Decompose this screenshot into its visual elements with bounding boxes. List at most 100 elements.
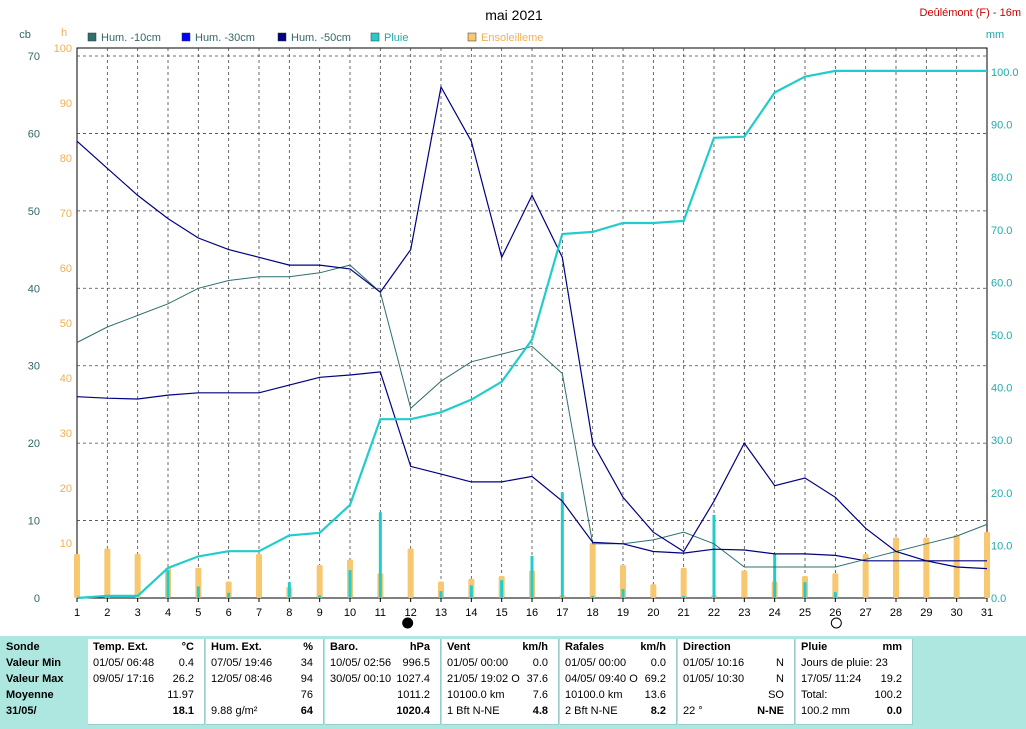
mm-tick-10.0: 10.0 [991,540,1012,552]
vent-cell: Vent km/h 01/05/ 00:00 0.0 21/05/ 19:02 O 3… [442,639,559,725]
pluie-total-label: Total: [801,689,828,701]
mm-tick-100.0: 100.0 [991,67,1019,79]
rain-bar-11 [378,512,382,598]
x-tick-20: 20 [647,607,659,619]
sun-bar-23 [741,570,748,598]
rain-bar-25 [803,582,807,598]
cb-tick-70: 70 [28,51,40,63]
temp-max: 26.2 [172,673,194,685]
rafales-bft: 2 Bft N-NE [565,705,618,717]
x-tick-21: 21 [678,607,690,619]
hum-max: 94 [300,673,313,685]
pluie-head: Pluie [801,641,828,653]
sun-bar-27 [862,554,869,598]
pluie-cell: Pluie mm Jours de pluie: 23 17/05/ 11:24 1… [796,639,913,725]
rain-bar-8 [287,582,291,598]
direction-max-time: 01/05/ 10:30 [683,673,745,685]
rafales-min-time: 01/05/ 00:00 [565,657,627,669]
x-tick-15: 15 [496,607,508,619]
x-tick-22: 22 [708,607,720,619]
mm-tick-20.0: 20.0 [991,488,1012,500]
hum-last: 64 [300,705,313,717]
hum-head: Hum. Ext. [211,641,262,653]
baro-head: Baro. [330,641,359,653]
rain-bar-15 [500,580,504,598]
mm-tick-30.0: 30.0 [991,435,1012,447]
x-tick-31: 31 [981,607,993,619]
sun-bar-3 [134,554,141,598]
hum-unit: % [303,641,313,653]
summary-panel: Sonde Valeur Min Valeur Max Moyenne 31/0… [0,636,1026,729]
vent-unit: km/h [522,641,548,653]
label-min: Valeur Min [6,657,62,669]
h-tick-20: 20 [60,483,72,495]
legend-swatch-0 [87,32,97,42]
pluie-last: 0.0 [886,705,902,717]
cb-tick-60: 60 [28,128,40,140]
sun-bar-29 [923,537,930,598]
plot-frame [76,47,988,599]
cb-tick-10: 10 [28,516,40,528]
rafales-min: 0.0 [650,657,666,669]
baro-cell: Baro. hPa 10/05/ 02:56 996.5 30/05/ 00:10 1… [325,639,441,725]
temp-min-time: 01/05/ 06:48 [93,657,155,669]
rafales-unit: km/h [640,641,666,653]
cb-tick-30: 30 [28,361,40,373]
rafales-max-time: 04/05/ 09:40 O [565,673,638,685]
mm-tick-0.0: 0.0 [991,593,1006,605]
left-axis-unit: cb [19,29,31,41]
pluie-max-time: 17/05/ 11:24 [801,673,862,685]
x-tick-12: 12 [405,607,417,619]
h-tick-40: 40 [60,373,72,385]
rain-bar-14 [469,585,473,598]
sun-bar-20 [650,584,657,598]
h-tick-50: 50 [60,318,72,330]
cb-tick-50: 50 [28,206,40,218]
direction-head: Direction [683,641,731,653]
temp-min: 0.4 [178,657,194,669]
pluie-total: 100.2 [874,689,902,701]
baro-avg: 1011.2 [397,689,430,701]
h-tick-70: 70 [60,208,72,220]
vent-min-time: 01/05/ 00:00 [447,657,509,669]
x-tick-18: 18 [587,607,599,619]
pluie-days: Jours de pluie: 23 [801,657,888,669]
legend-swatch-3 [370,32,380,42]
rafales-avg: 13.6 [644,689,666,701]
hum-min-time: 07/05/ 19:46 [211,657,273,669]
h-tick-60: 60 [60,263,72,275]
rain-bar-4 [166,570,170,598]
x-tick-13: 13 [435,607,447,619]
vent-max: 37.6 [526,673,548,685]
label-date: 31/05/ [6,705,37,717]
baro-unit: hPa [409,641,430,653]
x-tick-19: 19 [617,607,629,619]
sun-bar-31 [984,532,990,598]
pluie-mm: 100.2 mm [801,705,850,717]
rain-bar-5 [196,586,200,598]
x-tick-5: 5 [195,607,201,619]
sun-bar-26 [832,573,839,598]
rain-bar-13 [439,591,443,598]
x-tick-9: 9 [317,607,323,619]
line-hum-50cm [76,85,988,570]
mm-tick-50.0: 50.0 [991,330,1012,342]
x-tick-25: 25 [799,607,811,619]
new-moon-icon [402,617,414,629]
vent-max-time: 21/05/ 19:02 O [447,673,520,685]
mm-tick-90.0: 90.0 [991,120,1012,132]
x-tick-16: 16 [526,607,538,619]
rain-bar-16 [530,555,534,598]
h-tick-90: 90 [60,98,72,110]
line-pluie [76,69,987,600]
x-tick-30: 30 [951,607,963,619]
rain-bar-9 [318,595,322,598]
sun-bar-7 [256,554,262,598]
rafales-max: 69.2 [644,673,666,685]
x-tick-1: 1 [74,607,80,619]
legend-label-3: Pluie [384,32,408,44]
legend-label-4: Ensoleilleme [481,32,543,44]
h-tick-10: 10 [60,538,72,550]
temp-unit: °C [181,641,194,653]
x-tick-4: 4 [165,607,171,619]
